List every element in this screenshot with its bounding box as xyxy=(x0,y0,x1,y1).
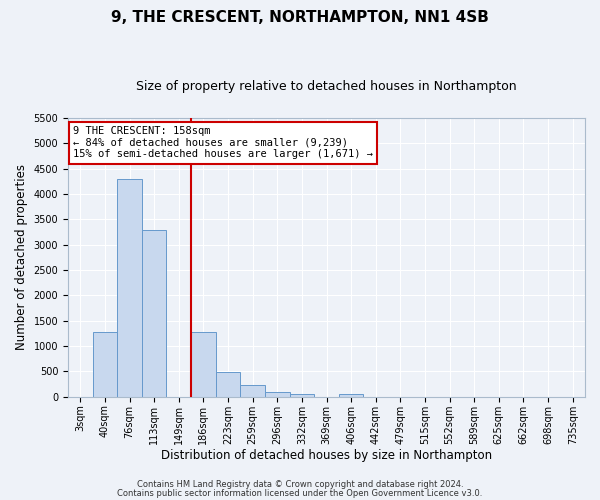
Y-axis label: Number of detached properties: Number of detached properties xyxy=(15,164,28,350)
Bar xyxy=(117,178,142,397)
Bar xyxy=(339,394,364,397)
Bar xyxy=(92,332,117,397)
Title: Size of property relative to detached houses in Northampton: Size of property relative to detached ho… xyxy=(136,80,517,93)
Bar xyxy=(290,394,314,397)
Text: Contains HM Land Registry data © Crown copyright and database right 2024.: Contains HM Land Registry data © Crown c… xyxy=(137,480,463,489)
Bar xyxy=(216,372,241,397)
Text: 9, THE CRESCENT, NORTHAMPTON, NN1 4SB: 9, THE CRESCENT, NORTHAMPTON, NN1 4SB xyxy=(111,10,489,25)
Bar xyxy=(241,385,265,397)
Bar xyxy=(191,332,216,397)
Text: 9 THE CRESCENT: 158sqm
← 84% of detached houses are smaller (9,239)
15% of semi-: 9 THE CRESCENT: 158sqm ← 84% of detached… xyxy=(73,126,373,160)
Bar xyxy=(265,392,290,397)
X-axis label: Distribution of detached houses by size in Northampton: Distribution of detached houses by size … xyxy=(161,450,492,462)
Bar xyxy=(142,230,166,397)
Text: Contains public sector information licensed under the Open Government Licence v3: Contains public sector information licen… xyxy=(118,488,482,498)
